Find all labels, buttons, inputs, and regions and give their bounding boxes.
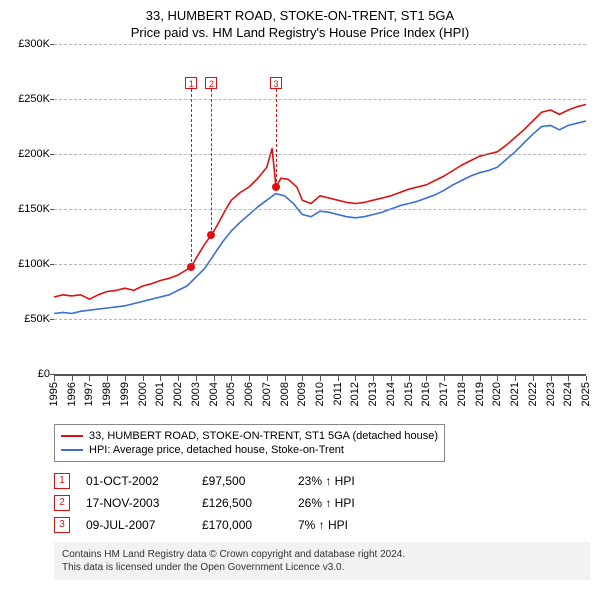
sale-diff: 23% ↑ HPI	[298, 474, 388, 488]
legend-row-blue: HPI: Average price, detached house, Stok…	[61, 443, 438, 457]
y-tick-label: £250K	[18, 93, 50, 105]
sale-marker-line	[191, 89, 192, 267]
y-tick-label: £50K	[24, 313, 50, 325]
x-tick-label: 2012	[349, 382, 361, 406]
sale-diff: 26% ↑ HPI	[298, 496, 388, 510]
x-tick-label: 2002	[172, 382, 184, 406]
sale-date: 17-NOV-2003	[86, 496, 186, 510]
sale-index-box: 1	[54, 473, 70, 489]
x-tick-label: 2024	[562, 382, 574, 406]
x-tick-label: 1999	[119, 382, 131, 406]
x-tick-label: 2003	[190, 382, 202, 406]
sale-marker-label: 2	[205, 77, 217, 89]
title-subtitle: Price paid vs. HM Land Registry's House …	[10, 25, 590, 40]
grid-line	[54, 264, 586, 265]
x-tick-label: 2007	[261, 382, 273, 406]
x-tick-label: 2023	[545, 382, 557, 406]
y-tick-label: £300K	[18, 38, 50, 50]
grid-line	[54, 44, 586, 45]
y-tick-label: £200K	[18, 148, 50, 160]
legend-swatch-red	[61, 435, 83, 437]
x-tick-label: 2005	[225, 382, 237, 406]
legend: 33, HUMBERT ROAD, STOKE-ON-TRENT, ST1 5G…	[54, 424, 445, 462]
y-tick-label: £150K	[18, 203, 50, 215]
legend-label-blue: HPI: Average price, detached house, Stok…	[89, 444, 344, 456]
x-tick-label: 2000	[137, 382, 149, 406]
sale-marker-line	[211, 89, 212, 235]
x-tick-label: 2011	[332, 382, 344, 406]
sale-row: 2 17-NOV-2003 £126,500 26% ↑ HPI	[54, 492, 590, 514]
footer-line2: This data is licensed under the Open Gov…	[62, 561, 582, 574]
titles: 33, HUMBERT ROAD, STOKE-ON-TRENT, ST1 5G…	[10, 8, 590, 40]
plot-area: £0£50K£100K£150K£200K£250K£300K123	[54, 44, 586, 375]
x-tick-label: 2013	[367, 382, 379, 406]
chart-container: 33, HUMBERT ROAD, STOKE-ON-TRENT, ST1 5G…	[0, 0, 600, 590]
sale-marker-dot	[207, 231, 215, 239]
footer-line1: Contains HM Land Registry data © Crown c…	[62, 548, 582, 561]
sale-marker-dot	[272, 183, 280, 191]
legend-row-red: 33, HUMBERT ROAD, STOKE-ON-TRENT, ST1 5G…	[61, 429, 438, 443]
footer: Contains HM Land Registry data © Crown c…	[54, 542, 590, 580]
y-tick-label: £100K	[18, 258, 50, 270]
sale-index-box: 2	[54, 495, 70, 511]
x-tick-label: 2014	[385, 382, 397, 406]
legend-swatch-blue	[61, 449, 83, 451]
sale-marker-line	[276, 89, 277, 187]
sale-price: £126,500	[202, 496, 282, 510]
title-address: 33, HUMBERT ROAD, STOKE-ON-TRENT, ST1 5G…	[10, 8, 590, 23]
x-tick-label: 2016	[420, 382, 432, 406]
grid-line	[54, 154, 586, 155]
x-tick-label: 1996	[66, 382, 78, 406]
x-tick-label: 2004	[208, 382, 220, 406]
series-line	[54, 105, 586, 300]
x-tick-label: 2008	[279, 382, 291, 406]
sale-marker-label: 3	[270, 77, 282, 89]
x-tick-label: 2020	[491, 382, 503, 406]
x-tick-label: 2018	[456, 382, 468, 406]
x-tick-label: 2009	[296, 382, 308, 406]
sale-row: 1 01-OCT-2002 £97,500 23% ↑ HPI	[54, 470, 590, 492]
x-tick-label: 2025	[580, 382, 592, 406]
series-line	[54, 121, 586, 314]
x-tick-label: 2015	[403, 382, 415, 406]
grid-line	[54, 319, 586, 320]
y-tick-label: £0	[38, 368, 50, 380]
x-tick-label: 2001	[154, 382, 166, 406]
legend-label-red: 33, HUMBERT ROAD, STOKE-ON-TRENT, ST1 5G…	[89, 430, 438, 442]
grid-line	[54, 209, 586, 210]
grid-line	[54, 99, 586, 100]
x-tick-label: 2006	[243, 382, 255, 406]
sales-table: 1 01-OCT-2002 £97,500 23% ↑ HPI 2 17-NOV-2003…	[54, 470, 590, 536]
x-axis: 1995199619971998199920002001200220032004…	[54, 375, 586, 416]
sale-price: £170,000	[202, 518, 282, 532]
x-tick-label: 2022	[527, 382, 539, 406]
sale-date: 09-JUL-2007	[86, 518, 186, 532]
x-tick-label: 2017	[438, 382, 450, 406]
sale-index-box: 3	[54, 517, 70, 533]
sale-date: 01-OCT-2002	[86, 474, 186, 488]
sale-marker-dot	[187, 263, 195, 271]
sale-row: 3 09-JUL-2007 £170,000 7% ↑ HPI	[54, 514, 590, 536]
x-tick-label: 2010	[314, 382, 326, 406]
x-tick-label: 1997	[83, 382, 95, 406]
sale-marker-label: 1	[185, 77, 197, 89]
sale-price: £97,500	[202, 474, 282, 488]
x-tick-label: 1995	[48, 382, 60, 406]
sale-diff: 7% ↑ HPI	[298, 518, 388, 532]
x-tick-label: 1998	[101, 382, 113, 406]
x-tick-label: 2019	[474, 382, 486, 406]
x-tick-label: 2021	[509, 382, 521, 406]
